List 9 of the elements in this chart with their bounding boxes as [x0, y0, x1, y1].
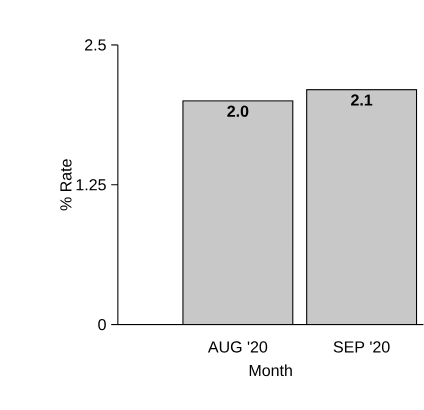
y-tick-label: 0	[98, 318, 106, 330]
y-tick-label: 1.25	[76, 178, 106, 190]
y-tick-label: 2.5	[85, 39, 106, 50]
x-tick-label: SEP '20	[334, 341, 390, 352]
data-label: 2.0	[227, 105, 248, 117]
x-tick-label: AUG '20	[208, 341, 268, 352]
data-label: 2.1	[351, 94, 372, 106]
y-axis-title: % Rate	[60, 159, 72, 210]
x-axis-title: Month	[250, 364, 292, 376]
